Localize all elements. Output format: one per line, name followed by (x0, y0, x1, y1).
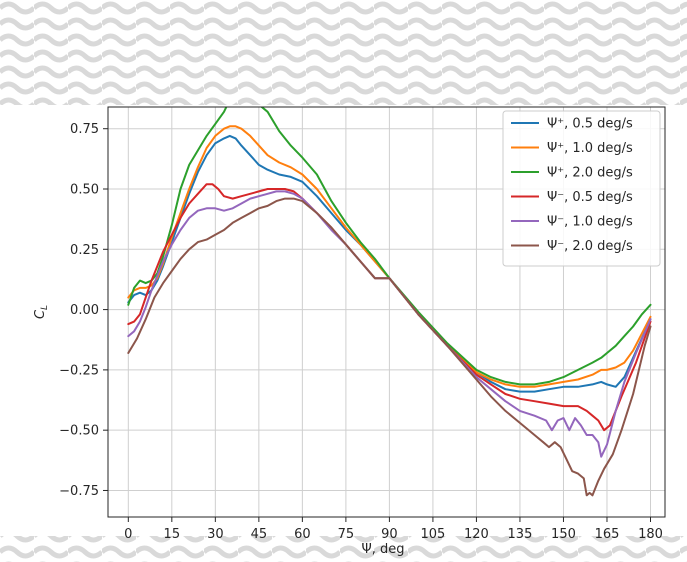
y-tick-label: 0.50 (70, 183, 99, 198)
series-line-6 (127, 197, 652, 497)
legend-entry-label: Ψ⁻, 0.5 deg/s (547, 190, 633, 205)
y-tick-label: −0.50 (59, 424, 99, 439)
x-tick-label: 150 (551, 527, 576, 542)
y-tick-label: 0.75 (70, 122, 99, 137)
ticks: 0 15 30 45 60 75 90 105 120 135 150 165 180 0.75 0.50 0… (59, 122, 663, 542)
x-tick-label: 60 (294, 527, 311, 542)
legend-entry-label: Ψ⁺, 2.0 deg/s (547, 166, 633, 181)
x-tick-label: 30 (207, 527, 224, 542)
y-tick-label: 0.25 (70, 243, 99, 258)
x-tick-label: 0 (124, 527, 132, 542)
y-tick-label: −0.25 (59, 363, 99, 378)
plot-frame (107, 106, 666, 518)
series-line-1 (127, 134, 652, 393)
legend-entry-label: Ψ⁺, 0.5 deg/s (547, 117, 633, 132)
x-tick-label: 120 (464, 527, 489, 542)
x-tick-label: 135 (508, 527, 533, 542)
y-axis-label: CL (33, 305, 50, 319)
series-line-2 (127, 125, 652, 388)
series-layer (127, 107, 652, 497)
legend-entry-label: Ψ⁻, 1.0 deg/s (547, 215, 633, 230)
y-tick-label: −0.75 (59, 484, 99, 499)
legend-entry-label: Ψ⁺, 1.0 deg/s (547, 141, 633, 156)
legend-entry-label: Ψ⁻, 2.0 deg/s (547, 239, 633, 254)
x-tick-label: 165 (595, 527, 620, 542)
x-tick-label: 105 (421, 527, 446, 542)
x-tick-label: 180 (638, 527, 663, 542)
x-tick-label: 75 (338, 527, 355, 542)
wave-watermark-top (0, 0, 687, 105)
x-tick-label: 15 (164, 527, 181, 542)
legend-box (502, 110, 661, 267)
x-tick-label: 90 (381, 527, 398, 542)
legend: Ψ⁺, 0.5 deg/s Ψ⁺, 1.0 deg/s Ψ⁺, 2.0 deg/s Ψ… (502, 110, 661, 267)
series-line-3 (127, 107, 652, 386)
y-tick-label: 0.00 (70, 303, 99, 318)
x-axis-label: Ψ, deg (362, 542, 405, 557)
x-tick-label: 45 (251, 527, 268, 542)
wave-watermark-bottom (0, 536, 687, 562)
